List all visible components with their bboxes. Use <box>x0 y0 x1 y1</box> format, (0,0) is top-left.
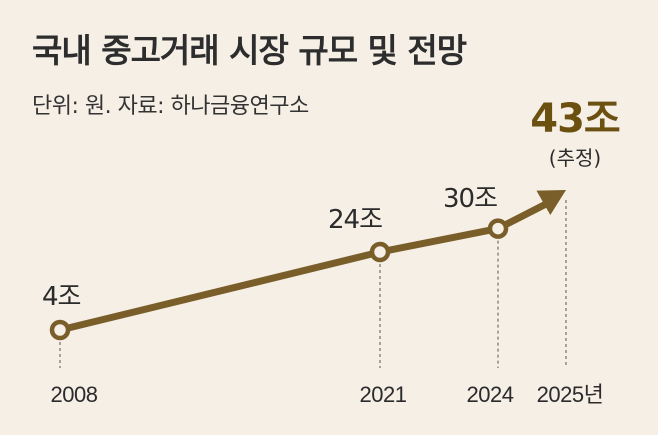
series-line <box>56 200 550 334</box>
dashed-guides <box>59 200 567 368</box>
x-tick-label-2025년: 2025년 <box>537 382 604 407</box>
chart-marks <box>49 190 566 341</box>
chart-subtitle: 단위: 원. 자료: 하나금융연구소 <box>32 94 309 119</box>
value-label-2021: 24조 <box>328 205 382 235</box>
value-label-2024: 30조 <box>443 184 497 214</box>
value-label-2025년: 43조 <box>530 96 620 142</box>
data-point-2024 <box>487 218 509 239</box>
x-tick-label-2021: 2021 <box>360 382 407 407</box>
chart-title: 국내 중고거래 시장 규모 및 전망 <box>32 31 467 70</box>
x-tick-label-2024: 2024 <box>467 382 514 407</box>
estimate-note: (추정) <box>549 146 601 170</box>
arrowhead-2025 <box>536 190 566 216</box>
data-point-2021 <box>369 241 391 263</box>
data-point-2008 <box>49 319 71 341</box>
x-tick-label-2008: 2008 <box>51 382 98 407</box>
chart-labels: 4조 24조 30조 43조 (추정) 2008 2021 2024 2025년 <box>42 96 621 407</box>
value-label-2008: 4조 <box>42 282 81 312</box>
